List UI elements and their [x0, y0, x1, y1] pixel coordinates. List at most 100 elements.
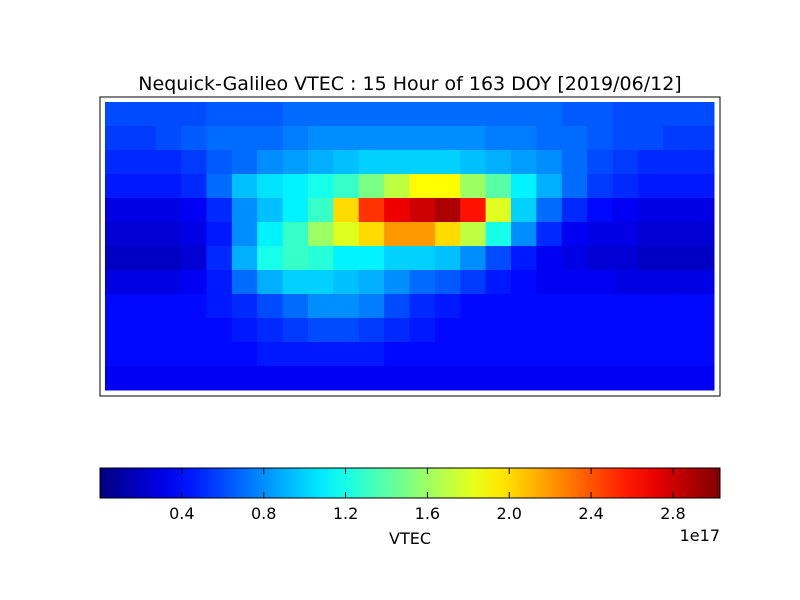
heat-cell	[206, 198, 233, 223]
heat-cell	[460, 342, 487, 367]
heat-cell	[282, 342, 309, 367]
heat-cell	[561, 126, 588, 151]
heat-cell	[384, 150, 410, 175]
heat-cell	[333, 246, 360, 271]
heat-cell	[561, 174, 588, 199]
heat-cell	[308, 174, 334, 199]
heat-cell	[485, 246, 512, 271]
heat-cell	[155, 198, 182, 223]
heat-cell	[688, 174, 715, 199]
heat-cell	[587, 246, 613, 271]
heat-cell	[231, 150, 258, 175]
heat-cell	[130, 318, 157, 343]
heat-cell	[282, 174, 309, 199]
heat-cell	[536, 222, 563, 247]
heat-cell	[308, 270, 334, 295]
colorbar-offset: 1e17	[680, 526, 720, 545]
chart-title: Nequick-Galileo VTEC : 15 Hour of 163 DO…	[138, 73, 681, 95]
heat-cell	[434, 150, 461, 175]
heat-cell	[511, 198, 537, 223]
heat-cell	[434, 102, 461, 127]
heat-cell	[511, 294, 537, 319]
heat-cell	[434, 318, 461, 343]
heat-cell	[511, 102, 537, 127]
heat-cell	[358, 198, 385, 223]
heat-cell	[130, 198, 157, 223]
heat-cell	[434, 270, 461, 295]
heat-cell	[333, 318, 360, 343]
heat-cell	[130, 270, 157, 295]
heat-cell	[105, 198, 131, 223]
heat-cell	[206, 126, 233, 151]
heat-cell	[587, 174, 613, 199]
heat-cell	[155, 150, 182, 175]
heat-cell	[282, 102, 309, 127]
heat-cell	[181, 246, 207, 271]
heat-cell	[358, 222, 385, 247]
heat-cell	[105, 366, 131, 391]
colorbar-tick-label: 1.6	[415, 504, 440, 523]
colorbar-tick-label: 0.4	[169, 504, 194, 523]
heat-cell	[587, 318, 613, 343]
heat-cell	[688, 150, 715, 175]
heat-cell	[384, 174, 410, 199]
heat-cell	[561, 342, 588, 367]
heat-cell	[308, 222, 334, 247]
heat-cell	[130, 342, 157, 367]
heat-cell	[181, 366, 207, 391]
heat-cell	[561, 366, 588, 391]
heat-cell	[688, 126, 715, 151]
heat-cell	[409, 150, 436, 175]
heat-cell	[663, 342, 690, 367]
heat-cell	[688, 246, 715, 271]
heat-cell	[587, 198, 613, 223]
heat-cell	[282, 366, 309, 391]
heat-cell	[308, 246, 334, 271]
heat-cell	[105, 342, 131, 367]
colorbar	[99, 467, 721, 499]
heat-cell	[434, 294, 461, 319]
heat-cell	[257, 222, 284, 247]
heat-cell	[358, 342, 385, 367]
heat-cell	[612, 102, 639, 127]
heat-cell	[536, 270, 563, 295]
heat-cell	[308, 102, 334, 127]
heat-cell	[155, 126, 182, 151]
heat-cell	[460, 318, 487, 343]
heat-cell	[308, 150, 334, 175]
heat-cell	[587, 222, 613, 247]
heat-cell	[181, 174, 207, 199]
heat-cell	[637, 294, 664, 319]
heat-cell	[409, 318, 436, 343]
heat-cell	[663, 126, 690, 151]
heat-cell	[485, 126, 512, 151]
colorbar-label: VTEC	[389, 529, 431, 548]
heat-cell	[384, 102, 410, 127]
heat-cell	[155, 366, 182, 391]
heat-cell	[511, 174, 537, 199]
heat-cell	[460, 126, 487, 151]
heat-cell	[257, 318, 284, 343]
colorbar-tick-label: 2.0	[497, 504, 522, 523]
heat-cell	[105, 102, 131, 127]
heat-cell	[384, 126, 410, 151]
heat-cell	[358, 270, 385, 295]
heat-cell	[231, 174, 258, 199]
heat-cell	[587, 150, 613, 175]
heat-cell	[333, 150, 360, 175]
heat-cell	[561, 270, 588, 295]
heat-cell	[561, 318, 588, 343]
heat-cell	[663, 174, 690, 199]
heat-cell	[612, 126, 639, 151]
heat-cell	[536, 246, 563, 271]
heat-cell	[460, 174, 487, 199]
heat-cell	[231, 246, 258, 271]
heat-cell	[105, 270, 131, 295]
heat-cell	[561, 222, 588, 247]
heat-cell	[282, 150, 309, 175]
heat-cell	[637, 126, 664, 151]
heat-cell	[105, 222, 131, 247]
heat-cell	[206, 318, 233, 343]
heat-cell	[637, 342, 664, 367]
heat-cell	[612, 342, 639, 367]
